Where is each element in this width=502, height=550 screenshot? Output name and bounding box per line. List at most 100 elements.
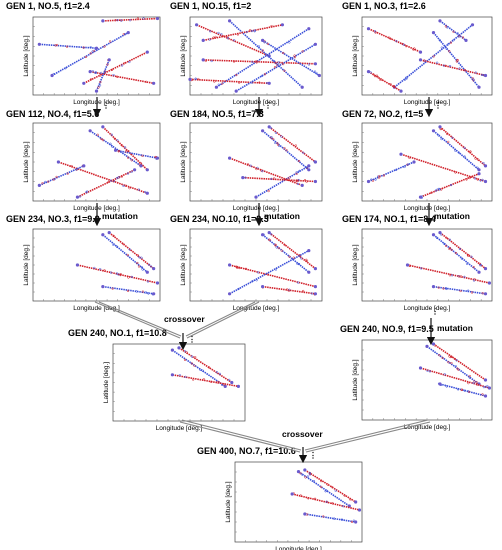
track-endpoint [254, 195, 258, 199]
crossover-line-bottom-right-b [305, 421, 431, 453]
track-sample [448, 238, 451, 241]
track-sample [91, 70, 94, 73]
track-endpoint [477, 172, 481, 176]
track-endpoint [170, 348, 174, 352]
track-sample [277, 246, 280, 250]
track-sample [232, 39, 236, 42]
track-sample [70, 164, 73, 168]
track-line [178, 347, 233, 384]
track-line [439, 231, 486, 270]
track-sample [193, 364, 196, 367]
track-sample [190, 355, 194, 358]
track-sample [443, 373, 446, 376]
track-endpoint [88, 70, 92, 74]
track-endpoint [101, 125, 105, 129]
track-sample [270, 24, 273, 28]
track-sample [307, 63, 311, 66]
track-sample [378, 174, 381, 178]
track-sample [274, 268, 278, 271]
plot-frame [32, 16, 161, 96]
track-sample [380, 78, 383, 81]
x-axis-label: Longitude [deg.] [275, 546, 322, 550]
track-sample [270, 233, 273, 236]
track-sample [120, 175, 124, 178]
track-endpoint [201, 58, 205, 62]
track-sample [472, 279, 476, 282]
track-sample [449, 41, 453, 44]
track-sample [298, 254, 301, 258]
track-sample [147, 263, 151, 266]
track-line [215, 28, 310, 88]
track-sample [473, 177, 477, 180]
track-sample [463, 146, 466, 149]
panel-7: GEN 234, NO.3, f1=9.9 Longitude [deg.] Lat… [6, 214, 161, 312]
track-sample [313, 497, 317, 500]
track-sample [374, 178, 377, 181]
track-endpoint [487, 281, 491, 285]
y-axis-label: Latitude [deg.] [180, 244, 187, 285]
track-sample [109, 271, 113, 274]
track-sample [128, 248, 131, 251]
y-axis-label: Latitude [deg.] [23, 244, 30, 285]
track-sample [94, 71, 98, 74]
track-endpoint [405, 263, 410, 267]
track-endpoint [280, 23, 284, 27]
track-sample [461, 36, 465, 39]
track-sample [299, 494, 302, 497]
track-sample [197, 77, 200, 81]
track-sample [435, 61, 439, 64]
track-sample [331, 502, 334, 505]
track-endpoint [37, 42, 41, 46]
track-endpoint [438, 19, 442, 23]
track-sample [209, 30, 212, 33]
panel-title: GEN 184, NO.5, f1=7.3 [170, 109, 264, 119]
track-sample [481, 292, 484, 295]
track-line [203, 59, 316, 65]
track-sample [408, 156, 411, 159]
panel-title: GEN 1, NO.15, f1=2 [170, 1, 251, 11]
track-sample [310, 292, 313, 295]
track-sample [465, 178, 468, 181]
track-sample [456, 388, 460, 391]
track-sample [130, 275, 133, 279]
plot-frame [234, 461, 363, 543]
track-endpoint [155, 16, 160, 21]
track-sample [463, 389, 466, 392]
track-endpoint [126, 30, 130, 35]
track-sample [113, 137, 116, 140]
track-sample [458, 67, 461, 70]
crossover-line-bottom-left-b [181, 419, 302, 451]
track-line [229, 264, 316, 288]
track-sample [447, 43, 450, 46]
track-sample [326, 483, 329, 486]
crossover-line-right-b [186, 301, 260, 339]
track-sample [89, 46, 92, 49]
plot-frame [189, 122, 323, 202]
y-axis-label: Latitude [deg.] [180, 141, 187, 182]
track-endpoint [267, 81, 271, 85]
track-sample [210, 380, 213, 383]
track-endpoint [354, 500, 358, 504]
track-sample [258, 81, 261, 84]
track-sample [274, 244, 277, 247]
track-sample [435, 236, 439, 240]
track-endpoint [261, 38, 265, 43]
track-endpoint [399, 89, 403, 93]
track-sample [445, 132, 449, 136]
y-axis-label: Latitude [deg.] [23, 141, 30, 182]
track-line [115, 149, 158, 159]
track-sample [274, 61, 277, 65]
track-sample [303, 178, 307, 182]
track-sample [472, 266, 475, 269]
track-sample [463, 275, 466, 279]
track-sample [126, 156, 130, 159]
track-sample [479, 263, 483, 267]
track-sample [454, 251, 458, 255]
track-line [432, 32, 480, 88]
track-sample [394, 168, 398, 172]
crossover-line-left-a [94, 301, 181, 339]
track-sample [255, 279, 258, 282]
track-sample [128, 60, 131, 64]
track-sample [300, 257, 303, 260]
track-sample [97, 86, 100, 89]
